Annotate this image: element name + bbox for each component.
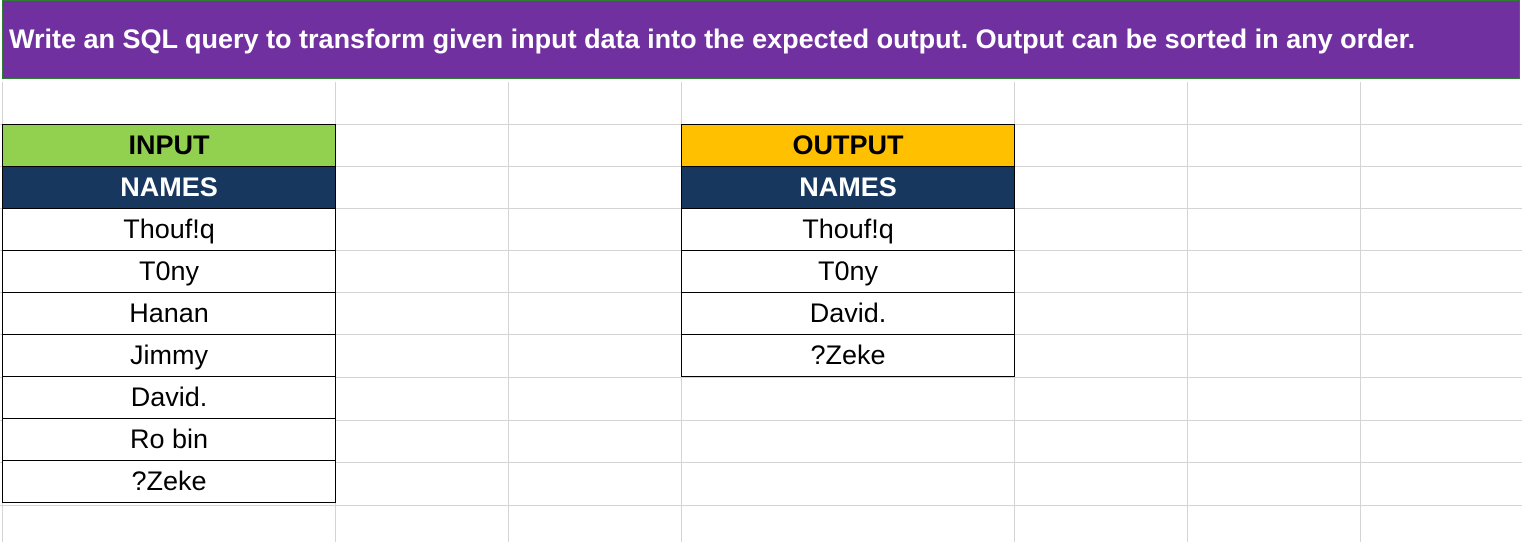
input-cell[interactable]: David. xyxy=(2,376,336,419)
input-column-header: NAMES xyxy=(2,166,336,209)
input-cell[interactable]: Hanan xyxy=(2,292,336,335)
input-cell[interactable]: T0ny xyxy=(2,250,336,293)
input-table-title: INPUT xyxy=(2,124,336,167)
output-cell[interactable]: David. xyxy=(681,292,1015,335)
output-column-header: NAMES xyxy=(681,166,1015,209)
input-table: INPUT NAMES Thouf!q T0ny Hanan Jimmy Dav… xyxy=(2,124,336,503)
input-cell[interactable]: Jimmy xyxy=(2,334,336,377)
output-cell[interactable]: ?Zeke xyxy=(681,334,1015,377)
question-banner: Write an SQL query to transform given in… xyxy=(2,0,1520,79)
input-cell[interactable]: Ro bin xyxy=(2,418,336,461)
input-cell[interactable]: ?Zeke xyxy=(2,460,336,503)
output-table: OUTPUT NAMES Thouf!q T0ny David. ?Zeke xyxy=(681,124,1015,377)
output-cell[interactable]: T0ny xyxy=(681,250,1015,293)
input-cell[interactable]: Thouf!q xyxy=(2,208,336,251)
output-cell[interactable]: Thouf!q xyxy=(681,208,1015,251)
question-text: Write an SQL query to transform given in… xyxy=(9,24,1416,54)
output-table-title: OUTPUT xyxy=(681,124,1015,167)
